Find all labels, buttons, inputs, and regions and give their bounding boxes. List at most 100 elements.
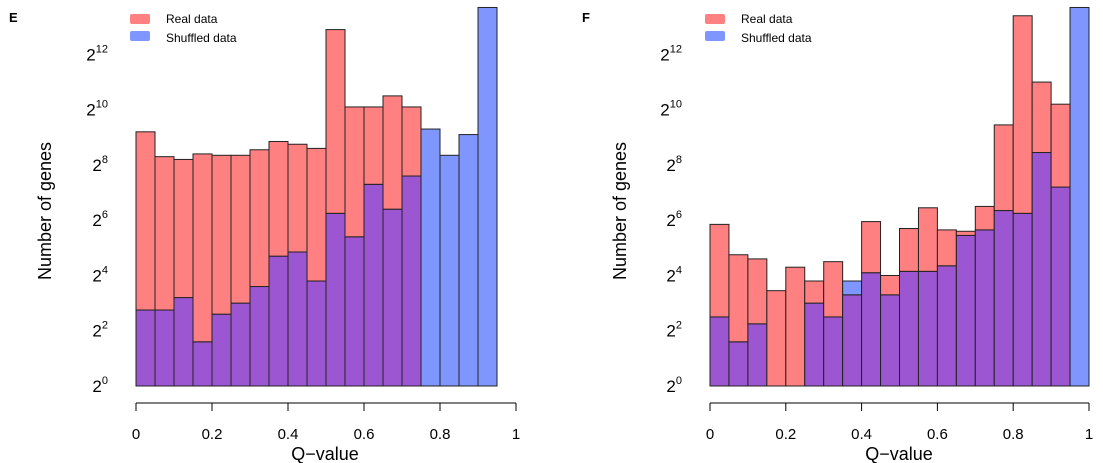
y-tick-label: 210 xyxy=(86,99,108,120)
histogram-panel-f: F Number of genes Q−value Real data Shuf… xyxy=(582,6,1093,463)
x-tick-label: 1 xyxy=(512,426,520,443)
bar-overlap xyxy=(363,183,384,387)
legend-swatch-shuffled xyxy=(130,31,150,41)
bar-real xyxy=(955,230,976,236)
y-tick-label: 24 xyxy=(666,264,682,285)
bar-overlap xyxy=(1012,212,1033,387)
bar-real xyxy=(306,147,327,282)
bar-real xyxy=(936,229,957,267)
bar-real xyxy=(899,228,919,272)
bar-shuffled xyxy=(420,128,441,387)
bar-real xyxy=(1031,81,1052,154)
bar-overlap xyxy=(173,297,194,387)
bar-real xyxy=(1050,103,1071,188)
bar-overlap xyxy=(728,341,749,387)
legend-swatch-shuffled xyxy=(705,31,725,41)
y-tick-label: 20 xyxy=(92,375,108,396)
bar-overlap xyxy=(880,294,900,387)
legend: Real data Shuffled data xyxy=(705,12,812,45)
legend-label-real: Real data xyxy=(166,12,218,26)
x-axis: 0 0.2 0.4 0.6 0.8 1 xyxy=(132,402,520,443)
bar-overlap xyxy=(1031,152,1052,387)
bar-group xyxy=(135,6,498,387)
bar-overlap xyxy=(823,316,844,387)
bar-real xyxy=(230,154,251,304)
bar-shuffled xyxy=(1069,6,1090,387)
y-axis: 20 22 24 26 28 210 212 xyxy=(660,43,682,396)
bar-real xyxy=(766,290,787,387)
bar-overlap xyxy=(747,323,768,387)
bar-real xyxy=(287,143,308,253)
x-axis-title: Q−value xyxy=(865,444,933,463)
bar-overlap xyxy=(287,251,308,387)
x-tick-label: 0.6 xyxy=(927,426,948,443)
bar-real xyxy=(709,223,730,318)
bar-real xyxy=(344,106,365,238)
bar-real xyxy=(861,221,882,274)
bar-overlap xyxy=(230,302,251,387)
bar-real xyxy=(880,274,900,296)
y-tick-label: 26 xyxy=(92,209,108,230)
bar-overlap xyxy=(842,294,863,387)
bar-real xyxy=(917,207,938,272)
histogram-panel-e: E Number of genes Q−value Real data Shuf… xyxy=(9,6,520,463)
bar-real xyxy=(823,261,844,318)
bar-overlap xyxy=(709,316,730,387)
bar-real xyxy=(211,154,232,315)
x-tick-label: 0.8 xyxy=(1003,426,1024,443)
x-tick-label: 1 xyxy=(1085,426,1093,443)
y-tick-label: 22 xyxy=(666,320,682,341)
legend-label-shuffled: Shuffled data xyxy=(741,31,812,45)
bar-overlap xyxy=(974,229,995,387)
x-tick-label: 0.6 xyxy=(354,426,375,443)
bar-real xyxy=(268,140,289,257)
bar-overlap xyxy=(899,270,919,387)
bar-real xyxy=(154,156,175,311)
x-axis: 0 0.2 0.4 0.6 0.8 1 xyxy=(706,402,1093,443)
bar-overlap xyxy=(804,302,825,387)
bar-overlap xyxy=(917,270,938,387)
legend-swatch-real xyxy=(705,14,725,24)
y-tick-label: 212 xyxy=(660,43,682,64)
bar-overlap xyxy=(306,280,327,387)
bar-shuffled xyxy=(458,134,479,387)
bar-real xyxy=(135,131,156,311)
bar-group xyxy=(709,6,1090,387)
bar-real xyxy=(974,205,995,231)
bar-real xyxy=(249,149,270,288)
bar-overlap xyxy=(135,309,156,387)
y-tick-label: 20 xyxy=(666,375,682,396)
y-tick-label: 22 xyxy=(92,320,108,341)
y-axis-title: Number of genes xyxy=(35,142,55,280)
bar-overlap xyxy=(936,265,957,387)
bar-overlap xyxy=(325,212,346,387)
x-tick-label: 0.2 xyxy=(775,426,796,443)
bar-real xyxy=(173,158,194,299)
bar-real xyxy=(785,266,806,387)
bar-overlap xyxy=(154,309,175,387)
x-tick-label: 0.8 xyxy=(430,426,451,443)
bar-overlap xyxy=(993,210,1014,387)
bar-shuffled xyxy=(842,280,863,296)
y-tick-label: 24 xyxy=(92,264,108,285)
bar-real xyxy=(325,29,346,214)
x-tick-label: 0.4 xyxy=(851,426,872,443)
x-tick-label: 0.4 xyxy=(278,426,299,443)
bar-overlap xyxy=(249,286,270,387)
bar-overlap xyxy=(211,313,232,387)
y-tick-label: 28 xyxy=(666,154,682,175)
panel-label: E xyxy=(9,10,18,25)
bar-overlap xyxy=(192,341,213,387)
bar-overlap xyxy=(1050,186,1071,387)
y-axis-title: Number of genes xyxy=(610,142,630,280)
bar-real xyxy=(1012,15,1033,214)
x-tick-label: 0 xyxy=(132,426,140,443)
bar-real xyxy=(747,258,768,325)
bar-real xyxy=(728,254,749,343)
x-tick-label: 0 xyxy=(706,426,714,443)
bar-real xyxy=(401,106,422,177)
x-tick-label: 0.2 xyxy=(202,426,223,443)
bar-overlap xyxy=(382,208,403,387)
x-axis-title: Q−value xyxy=(291,444,359,463)
y-tick-label: 28 xyxy=(92,154,108,175)
